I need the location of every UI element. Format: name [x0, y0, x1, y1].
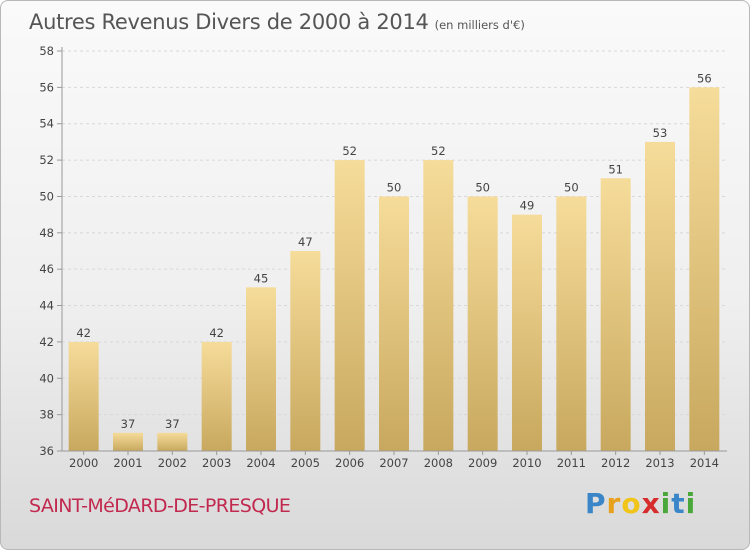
logo-letter: i: [660, 487, 672, 520]
axes: 36 38 40 42 44 46 48 50 52 54 56 58 2000 2001 2002 2003…: [39, 44, 727, 470]
bar-2003: [201, 341, 232, 451]
bar-2013: [645, 141, 675, 451]
x-tick-label: 2009: [468, 456, 497, 470]
y-tick-label: 40: [39, 371, 54, 385]
x-tick-label: 2011: [557, 456, 586, 470]
data-label-2012: 51: [608, 162, 623, 176]
y-tick-label: 36: [39, 444, 54, 458]
y-tick-label: 46: [39, 262, 54, 276]
x-tick-label: 2003: [202, 456, 231, 470]
y-tick-label: 50: [39, 189, 54, 203]
data-label-2013: 53: [653, 126, 668, 140]
x-tick-label: 2005: [291, 456, 320, 470]
y-tick-label: 58: [39, 44, 54, 58]
data-label-2007: 50: [387, 180, 402, 194]
y-tick-label: 38: [39, 408, 54, 422]
bar-2008: [423, 160, 454, 451]
bar-2005: [290, 251, 321, 451]
logo-letter: P: [585, 487, 607, 520]
bar-2000: [68, 341, 99, 451]
chart-title-text: Autres Revenus Divers de 2000 à 2014: [29, 10, 429, 34]
x-tick-label: 2010: [512, 456, 541, 470]
x-tick-label: 2013: [645, 456, 674, 470]
place-name: SAINT-MéDARD-DE-PRESQUE: [29, 495, 291, 517]
data-label-2009: 50: [475, 180, 490, 194]
bars: [68, 87, 720, 452]
data-label-2001: 37: [121, 417, 136, 431]
y-tick-label: 48: [39, 226, 54, 240]
chart-unit: (en milliers d'€): [434, 18, 525, 32]
data-label-2008: 52: [431, 144, 446, 158]
x-tick-label: 2002: [158, 456, 187, 470]
x-tick-label: 2004: [246, 456, 275, 470]
y-tick-label: 42: [39, 335, 54, 349]
logo-letter: x: [641, 487, 661, 520]
chart-title: Autres Revenus Divers de 2000 à 2014 (en …: [29, 10, 525, 34]
logo-letter: i: [685, 487, 697, 520]
bar-2001: [113, 432, 143, 451]
bar-2009: [467, 196, 498, 451]
y-tick-label: 54: [39, 117, 54, 131]
x-tick-label: 2008: [424, 456, 453, 470]
data-label-2005: 47: [298, 235, 313, 249]
logo-letter: r: [606, 487, 622, 520]
bar-2002: [157, 432, 188, 451]
bar-2014: [689, 87, 720, 451]
logo-letter: o: [621, 487, 642, 520]
bar-2011: [556, 196, 587, 451]
x-tick-label: 2014: [690, 456, 719, 470]
x-tick-label: 2001: [113, 456, 142, 470]
bar-2007: [379, 196, 409, 451]
x-tick-label: 2006: [335, 456, 364, 470]
bar-2012: [600, 178, 631, 452]
y-tick-label: 44: [39, 299, 54, 313]
bar-2004: [246, 287, 276, 451]
x-tick-label: 2007: [379, 456, 408, 470]
data-labels: 42 37 37 42 45 47 52 50 52 50 49 50 51 53 56: [76, 71, 711, 430]
data-label-2010: 49: [520, 199, 535, 213]
bar-2006: [334, 160, 365, 451]
x-tick-label: 2012: [601, 456, 630, 470]
y-tick-label: 56: [39, 80, 54, 94]
logo-letter: t: [671, 487, 686, 520]
bar-2010: [512, 214, 542, 451]
data-label-2003: 42: [209, 326, 224, 340]
data-label-2006: 52: [342, 144, 357, 158]
data-label-2000: 42: [76, 326, 91, 340]
data-label-2004: 45: [254, 271, 269, 285]
x-tick-label: 2000: [69, 456, 98, 470]
y-tick-label: 52: [39, 153, 54, 167]
data-label-2011: 50: [564, 180, 579, 194]
proxiti-logo: Proxiti: [585, 487, 696, 523]
data-label-2014: 56: [697, 71, 712, 85]
data-label-2002: 37: [165, 417, 180, 431]
